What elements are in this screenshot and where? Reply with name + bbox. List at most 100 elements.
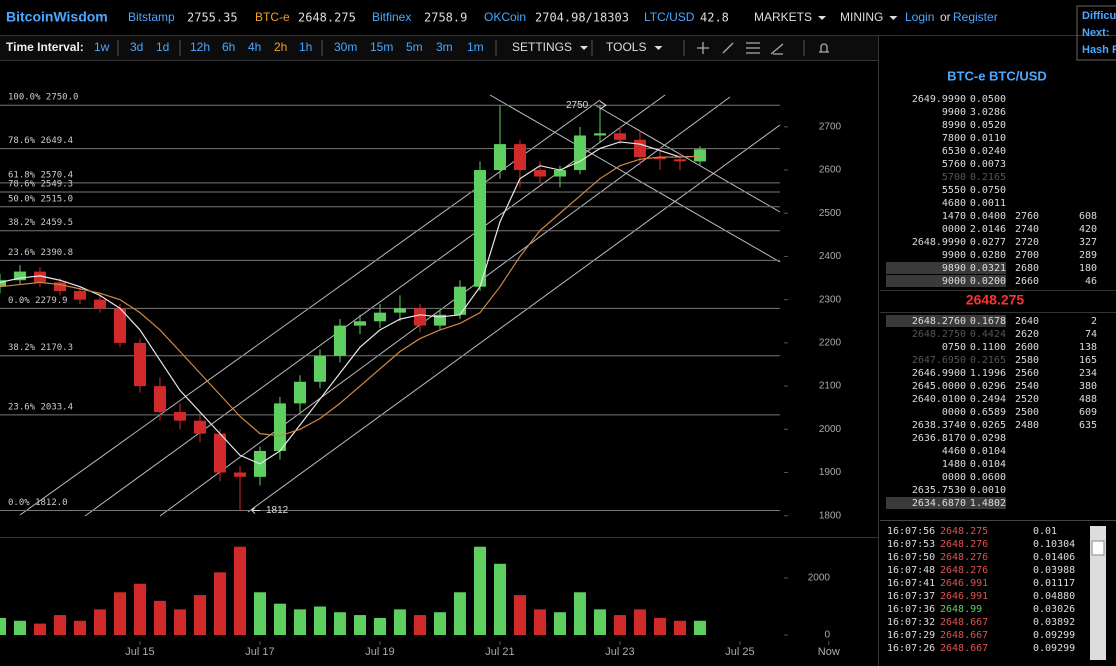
dropdown-arrow[interactable] — [889, 16, 898, 20]
trendline — [159, 96, 731, 517]
volume-bar — [193, 595, 206, 635]
dropdown-arrow[interactable] — [580, 46, 589, 50]
candle-body — [414, 308, 426, 326]
fib-label: 50.0% 2515.0 — [8, 194, 73, 204]
bid-depth-amount: 2 — [1091, 316, 1097, 327]
interval[interactable]: 30m — [334, 40, 357, 54]
bid-depth-price: 2640 — [1015, 316, 1039, 327]
ask-amount: 0.0240 — [970, 146, 1006, 157]
interval[interactable]: 1d — [156, 40, 169, 54]
annotation: 2750 — [566, 100, 589, 111]
bid-price: 4460 — [942, 446, 966, 457]
ask-depth-amount: 608 — [1079, 211, 1097, 222]
volume-bar — [673, 620, 686, 635]
interval[interactable]: 1w — [94, 40, 110, 54]
interval[interactable]: 2h — [274, 40, 287, 54]
interval[interactable]: 3d — [130, 40, 143, 54]
menu[interactable]: MINING — [840, 10, 883, 24]
bid-amount: 0.2165 — [970, 355, 1006, 366]
x-tick-label: Jul 17 — [245, 646, 274, 658]
fib-label: 78.6% 2649.4 — [8, 136, 73, 146]
volume-bar — [174, 609, 186, 635]
interval[interactable]: 6h — [222, 40, 235, 54]
scroll-thumb[interactable] — [1091, 540, 1105, 556]
ask-amount: 0.0520 — [970, 120, 1006, 131]
menu[interactable]: MARKETS — [754, 10, 812, 24]
interval[interactable]: 4h — [248, 40, 261, 54]
bid-amount: 0.1678 — [970, 316, 1006, 327]
bid-amount: 0.0265 — [970, 420, 1006, 431]
tool-menu[interactable]: TOOLS — [606, 40, 646, 54]
icon-lines[interactable] — [746, 42, 760, 54]
volume-bar — [513, 595, 526, 635]
volume-bar — [0, 617, 6, 635]
candle-body — [174, 412, 186, 421]
y-tick-label: 1800 — [819, 510, 842, 521]
candle-body — [354, 321, 366, 326]
fib-label: 78.6% 2549.3 — [8, 179, 73, 189]
ask-price: 5550 — [942, 185, 966, 196]
bid-depth-amount: 635 — [1079, 420, 1097, 431]
toolbar-icons[interactable] — [697, 42, 829, 55]
trade-price: 2646.991 — [940, 591, 988, 602]
ask-amount: 0.0750 — [970, 185, 1006, 196]
y-tick-label: 2500 — [819, 208, 842, 219]
ask-depth-price: 2660 — [1015, 276, 1039, 287]
market-name[interactable]: Bitfinex — [372, 10, 411, 24]
bid-price: 2634.6870 — [912, 498, 966, 509]
tool-menu[interactable]: SETTINGS — [512, 40, 572, 54]
dropdown-arrow[interactable] — [654, 46, 663, 50]
interval[interactable]: 15m — [370, 40, 393, 54]
interval[interactable]: 3m — [436, 40, 453, 54]
market-name[interactable]: OKCoin — [484, 10, 526, 24]
ask-price: 1470 — [942, 211, 966, 222]
volume-tick-label: 2000 — [808, 573, 831, 584]
login-link[interactable]: Login — [905, 10, 934, 24]
market-name[interactable]: LTC/USD — [644, 10, 695, 24]
bid-price: 2636.8170 — [912, 433, 966, 444]
interval[interactable]: 1m — [467, 40, 484, 54]
interval[interactable]: 12h — [190, 40, 210, 54]
candle-body — [433, 314, 446, 326]
ask-price: 5700 — [942, 172, 966, 183]
market-name[interactable]: BTC-e — [255, 10, 290, 24]
y-tick-label: 1900 — [819, 467, 842, 478]
ask-price: 9900 — [942, 107, 966, 118]
scrollbar[interactable] — [1090, 526, 1106, 660]
candle-body — [33, 271, 46, 283]
interval[interactable]: 5m — [406, 40, 423, 54]
ask-amount: 0.2165 — [970, 172, 1006, 183]
candle-body — [333, 325, 346, 356]
dropdown-arrow[interactable] — [818, 16, 827, 20]
candle-body — [393, 308, 406, 313]
fib-label: 38.2% 2170.3 — [8, 343, 73, 353]
candle-body — [153, 386, 166, 413]
icon-line[interactable] — [722, 42, 734, 54]
icon-cross[interactable] — [697, 42, 709, 54]
fib-label: 100.0% 2750.0 — [8, 93, 78, 103]
trade-amount: 0.09299 — [1033, 630, 1075, 641]
ask-amount: 0.0500 — [970, 94, 1006, 105]
bid-amount: 0.0600 — [970, 472, 1006, 483]
fib-label: 0.0% 2279.9 — [8, 296, 68, 306]
bid-price: 0000 — [942, 407, 966, 418]
side-info: Difficu — [1082, 10, 1116, 22]
brand[interactable]: BitcoinWisdom — [6, 9, 108, 25]
icon-pen[interactable] — [770, 43, 784, 55]
ask-amount: 0.0110 — [970, 133, 1006, 144]
icon-alert[interactable] — [819, 43, 829, 53]
market-price: 2704.98/18303 — [535, 11, 629, 25]
ask-depth-amount: 180 — [1079, 263, 1097, 274]
trade-price: 2648.667 — [940, 617, 988, 628]
interval[interactable]: 1h — [299, 40, 312, 54]
bid-amount: 0.4424 — [970, 329, 1006, 340]
volume-bar — [73, 620, 86, 635]
register-link[interactable]: Register — [953, 10, 998, 24]
trade-amount: 0.09299 — [1033, 643, 1075, 654]
volume-bar — [693, 620, 706, 635]
market-name[interactable]: Bitstamp — [128, 10, 175, 24]
candle-body — [234, 472, 246, 477]
bid-amount: 0.1100 — [970, 342, 1006, 353]
